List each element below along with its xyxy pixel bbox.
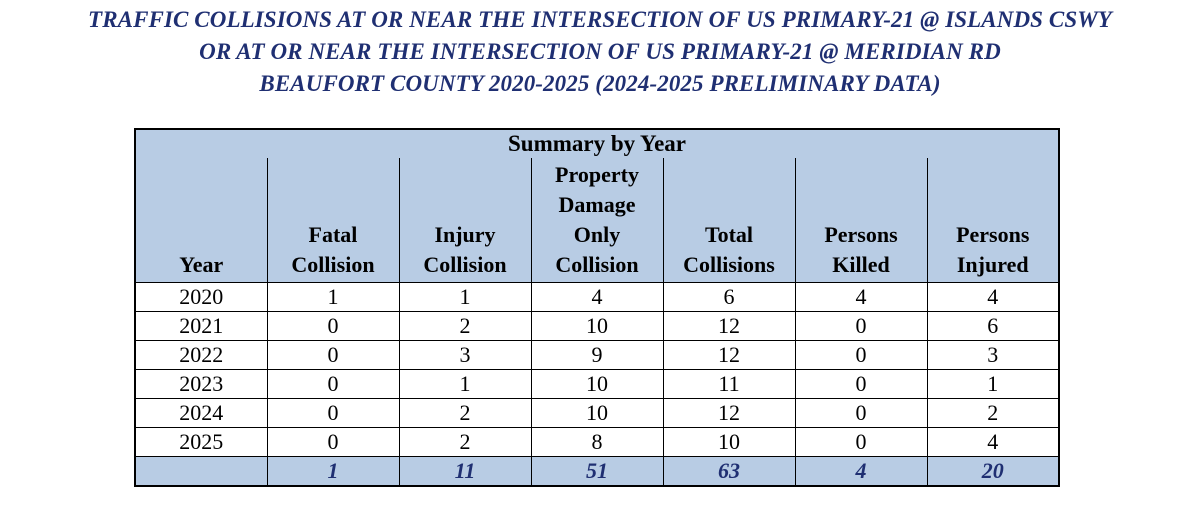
column-header-year: Year — [134, 158, 268, 283]
column-header-persons-killed: Persons Killed — [794, 158, 928, 283]
column-header-persons-injured: Persons Injured — [926, 158, 1060, 283]
property-damage-cell: 4 — [530, 282, 664, 312]
fatal-collision-cell: 0 — [266, 369, 400, 399]
total-collisions-cell: 12 — [662, 340, 796, 370]
total-persons-killed-cell: 4 — [794, 456, 928, 487]
table-row: 2023 0 1 10 11 0 1 — [134, 369, 1060, 399]
fatal-collision-cell: 0 — [266, 311, 400, 341]
persons-killed-cell: 0 — [794, 311, 928, 341]
total-injury-collision-cell: 11 — [398, 456, 532, 487]
property-damage-cell: 10 — [530, 311, 664, 341]
injury-collision-cell: 1 — [398, 369, 532, 399]
fatal-collision-cell: 0 — [266, 340, 400, 370]
persons-injured-cell: 3 — [926, 340, 1060, 370]
column-header-fatal-collision: Fatal Collision — [266, 158, 400, 283]
title-line-1: TRAFFIC COLLISIONS AT OR NEAR THE INTERS… — [88, 7, 1112, 32]
injury-collision-cell: 1 — [398, 282, 532, 312]
column-header-property-damage-only: Property Damage Only Collision — [530, 158, 664, 283]
fatal-collision-cell: 0 — [266, 398, 400, 428]
column-header-injury-collision: Injury Collision — [398, 158, 532, 283]
property-damage-cell: 10 — [530, 369, 664, 399]
fatal-collision-cell: 1 — [266, 282, 400, 312]
total-collisions-cell: 12 — [662, 398, 796, 428]
table-row: 2022 0 3 9 12 0 3 — [134, 340, 1060, 370]
total-fatal-collision-cell: 1 — [266, 456, 400, 487]
injury-collision-cell: 2 — [398, 427, 532, 457]
year-cell: 2024 — [134, 398, 268, 428]
title-line-2: OR AT OR NEAR THE INTERSECTION OF US PRI… — [199, 39, 1001, 64]
summary-by-year-table: Summary by Year Year Fatal Collision Inj… — [134, 128, 1060, 487]
property-damage-cell: 10 — [530, 398, 664, 428]
total-collisions-cell: 10 — [662, 427, 796, 457]
persons-killed-cell: 4 — [794, 282, 928, 312]
title-line-3: BEAUFORT COUNTY 2020-2025 (2024-2025 PRE… — [259, 71, 941, 96]
persons-killed-cell: 0 — [794, 369, 928, 399]
table-row: 2024 0 2 10 12 0 2 — [134, 398, 1060, 428]
fatal-collision-cell: 0 — [266, 427, 400, 457]
year-cell: 2023 — [134, 369, 268, 399]
table-row: 2025 0 2 8 10 0 4 — [134, 427, 1060, 457]
table-section-title: Summary by Year — [134, 128, 1060, 158]
table-row: 2020 1 1 4 6 4 4 — [134, 282, 1060, 312]
injury-collision-cell: 2 — [398, 311, 532, 341]
persons-injured-cell: 1 — [926, 369, 1060, 399]
total-collisions-cell: 12 — [662, 311, 796, 341]
year-cell: 2021 — [134, 311, 268, 341]
injury-collision-cell: 3 — [398, 340, 532, 370]
report-title: TRAFFIC COLLISIONS AT OR NEAR THE INTERS… — [0, 4, 1200, 100]
persons-injured-cell: 2 — [926, 398, 1060, 428]
property-damage-cell: 9 — [530, 340, 664, 370]
persons-injured-cell: 4 — [926, 427, 1060, 457]
persons-killed-cell: 0 — [794, 340, 928, 370]
totals-label-cell — [134, 456, 268, 487]
persons-killed-cell: 0 — [794, 398, 928, 428]
column-header-total-collisions: Total Collisions — [662, 158, 796, 283]
persons-killed-cell: 0 — [794, 427, 928, 457]
totals-row: 1 11 51 63 4 20 — [134, 456, 1060, 487]
total-collisions-cell: 11 — [662, 369, 796, 399]
year-cell: 2025 — [134, 427, 268, 457]
injury-collision-cell: 2 — [398, 398, 532, 428]
total-collisions-sum-cell: 63 — [662, 456, 796, 487]
total-property-damage-cell: 51 — [530, 456, 664, 487]
total-collisions-cell: 6 — [662, 282, 796, 312]
total-persons-injured-cell: 20 — [926, 456, 1060, 487]
year-cell: 2022 — [134, 340, 268, 370]
year-cell: 2020 — [134, 282, 268, 312]
persons-injured-cell: 6 — [926, 311, 1060, 341]
table-row: 2021 0 2 10 12 0 6 — [134, 311, 1060, 341]
property-damage-cell: 8 — [530, 427, 664, 457]
persons-injured-cell: 4 — [926, 282, 1060, 312]
